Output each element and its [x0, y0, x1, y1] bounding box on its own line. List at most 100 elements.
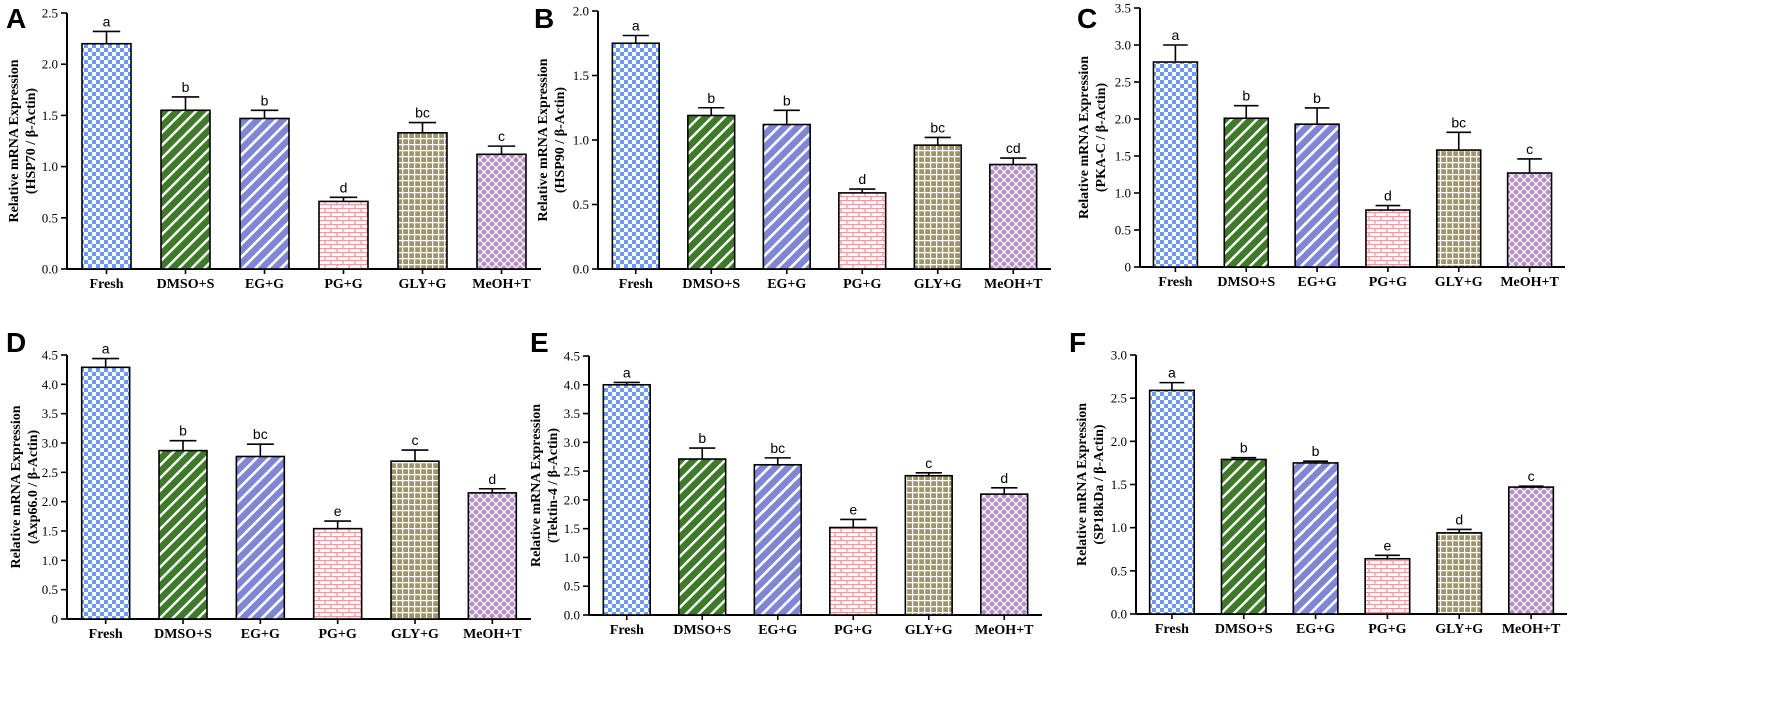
significance-label: bc	[1451, 114, 1466, 130]
bar-gly-g	[1436, 532, 1483, 615]
error-bar	[1517, 158, 1542, 174]
y-tick-label: 0.5	[42, 210, 58, 225]
bar-meoh-t	[476, 153, 527, 270]
y-tick-label: 0.5	[42, 582, 58, 597]
significance-label: b	[783, 92, 791, 108]
y-tick-label: 0	[1125, 260, 1132, 275]
y-tick-label: 2.0	[1111, 434, 1127, 449]
error-bar	[915, 472, 942, 476]
x-category-label: EG+G	[758, 623, 797, 638]
y-tick-label: 4.0	[564, 377, 580, 392]
x-category-label: Fresh	[610, 623, 644, 638]
bar-fresh	[81, 42, 132, 270]
y-tick-label: 1.5	[42, 108, 58, 123]
y-axis-label-line: Relative mRNA Expression	[536, 58, 551, 221]
error-bar	[1000, 157, 1027, 165]
panel-letter: B	[534, 3, 554, 34]
bar-gly-g	[1435, 149, 1482, 268]
x-category-label: GLY+G	[391, 627, 439, 642]
panel-e: E Relative mRNA Expression (Tektin-4 / β-A…	[529, 327, 1042, 638]
significance-label: cd	[1006, 140, 1021, 156]
significance-label: d	[1455, 511, 1463, 527]
x-category-label: DMSO+S	[673, 623, 731, 638]
y-tick-label: 3.5	[1115, 1, 1131, 16]
significance-label: b	[698, 430, 706, 446]
bar-pg-g	[318, 200, 369, 270]
error-bar	[924, 136, 951, 146]
y-axis-label-line: Relative mRNA Expression	[1075, 403, 1090, 566]
x-category-label: DMSO+S	[1215, 622, 1273, 637]
error-bar	[171, 96, 200, 111]
x-category-label: Fresh	[1158, 275, 1192, 290]
x-category-label: PG+G	[1368, 622, 1406, 637]
bar-eg-g	[1294, 123, 1340, 268]
bar-fresh	[611, 42, 660, 270]
bar-pg-g	[1365, 209, 1411, 268]
bar-eg-g	[1292, 462, 1339, 615]
y-axis-label-line: Relative mRNA Expression	[1077, 56, 1092, 219]
y-tick-label: 3.0	[564, 435, 580, 450]
error-bar	[991, 487, 1018, 495]
error-bar	[1159, 381, 1185, 391]
bar-eg-g	[239, 117, 290, 270]
y-axis-label: Relative mRNA Expression (HSP70 / β-Actin…	[7, 59, 39, 222]
bar-fresh	[1152, 61, 1199, 268]
x-category-label: GLY+G	[1435, 622, 1483, 637]
y-tick-label: 1.5	[564, 521, 580, 536]
y-axis-label: Relative mRNA Expression (Tektin-4 / β-Ac…	[529, 404, 561, 567]
significance-label: a	[632, 18, 640, 34]
significance-label: b	[1312, 443, 1320, 459]
y-tick-label: 1.0	[42, 159, 58, 174]
y-tick-label: 1.0	[1115, 186, 1131, 201]
panel-b: B Relative mRNA Expression (HSP90 / β-Acti…	[534, 3, 1051, 292]
significance-label: bc	[253, 426, 268, 442]
y-tick-label: 1.0	[1111, 520, 1127, 535]
significance-label: e	[849, 501, 857, 517]
significance-label: d	[858, 171, 866, 187]
y-tick-label: 2.0	[573, 4, 589, 19]
y-tick-label: 2.5	[1111, 391, 1127, 406]
bar-pg-g	[838, 192, 887, 270]
bar-dmso-s	[160, 109, 211, 270]
significance-label: a	[103, 13, 111, 29]
y-tick-label: 0.5	[573, 197, 589, 212]
significance-label: a	[623, 364, 631, 380]
error-bar	[478, 487, 506, 493]
y-tick-label: 3.5	[42, 406, 58, 421]
bar-meoh-t	[1506, 172, 1553, 268]
significance-label: c	[1528, 468, 1535, 484]
y-tick-label: 2.0	[42, 57, 58, 72]
x-category-label: PG+G	[319, 627, 357, 642]
y-axis-label-line: (HSP70 / β-Actin)	[24, 88, 39, 194]
error-bar	[1303, 460, 1329, 463]
significance-label: e	[334, 503, 342, 519]
y-tick-label: 1.5	[1111, 477, 1127, 492]
y-axis-label-line: Relative mRNA Expression	[7, 59, 22, 222]
y-axis-label-line: Relative mRNA Expression	[9, 405, 24, 568]
bar-gly-g	[390, 460, 440, 620]
x-category-label: MeOH+T	[1502, 622, 1561, 637]
y-axis-label-line: (SP18kDa / β-Actin)	[1092, 424, 1107, 544]
bar-meoh-t	[989, 163, 1038, 270]
y-axis-label: Relative mRNA Expression (PKA-C / β-Actin…	[1077, 56, 1109, 219]
x-category-label: MeOH+T	[975, 623, 1034, 638]
bar-meoh-t	[980, 493, 1029, 616]
bar-pg-g	[1364, 557, 1411, 615]
panel-letter: D	[6, 327, 26, 358]
significance-label: c	[925, 455, 932, 471]
error-bar	[487, 145, 516, 155]
error-bar	[1163, 44, 1188, 63]
y-tick-label: 3.5	[564, 406, 580, 421]
y-axis-label: Relative mRNA Expression (SP18kDa / β-Act…	[1075, 403, 1107, 566]
bar-dmso-s	[1220, 458, 1267, 615]
x-category-label: GLY+G	[914, 277, 962, 292]
y-axis-label: Relative mRNA Expression (Axp66.0 / β-Act…	[9, 405, 41, 568]
bar-fresh	[602, 383, 651, 616]
x-category-label: MeOH+T	[1500, 275, 1559, 290]
significance-label: c	[412, 432, 419, 448]
panel-letter: C	[1077, 3, 1097, 34]
significance-label: d	[1000, 470, 1008, 486]
significance-label: b	[1313, 90, 1321, 106]
x-category-label: DMSO+S	[157, 277, 215, 292]
